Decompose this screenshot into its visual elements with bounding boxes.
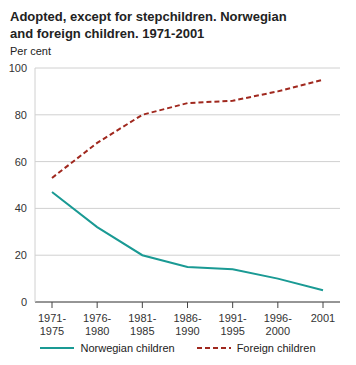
svg-text:1971-1975: 1971-1975: [38, 312, 66, 337]
html-text:Norwegian children: Norwegian children: [80, 342, 175, 354]
svg-text:1981-1985: 1981-1985: [128, 312, 156, 337]
svg-text:0: 0: [21, 296, 27, 308]
svg-text:40: 40: [15, 202, 27, 214]
svg-text:80: 80: [15, 109, 27, 121]
html-text:Per cent: Per cent: [10, 45, 51, 57]
svg-text:100: 100: [9, 62, 27, 74]
html-text:Adopted, except for stepchildr: Adopted, except for stepchildren. Norweg…: [10, 9, 287, 41]
svg-text:20: 20: [15, 249, 27, 261]
svg-text:60: 60: [15, 156, 27, 168]
svg-text:2001: 2001: [311, 312, 335, 324]
svg-text:1996-2000: 1996-2000: [264, 312, 292, 337]
svg-text:1991-1995: 1991-1995: [219, 312, 247, 337]
svg-text:1976-1980: 1976-1980: [83, 312, 111, 337]
html-text:Foreign children: Foreign children: [236, 342, 316, 354]
svg-text:1986-1990: 1986-1990: [173, 312, 201, 337]
